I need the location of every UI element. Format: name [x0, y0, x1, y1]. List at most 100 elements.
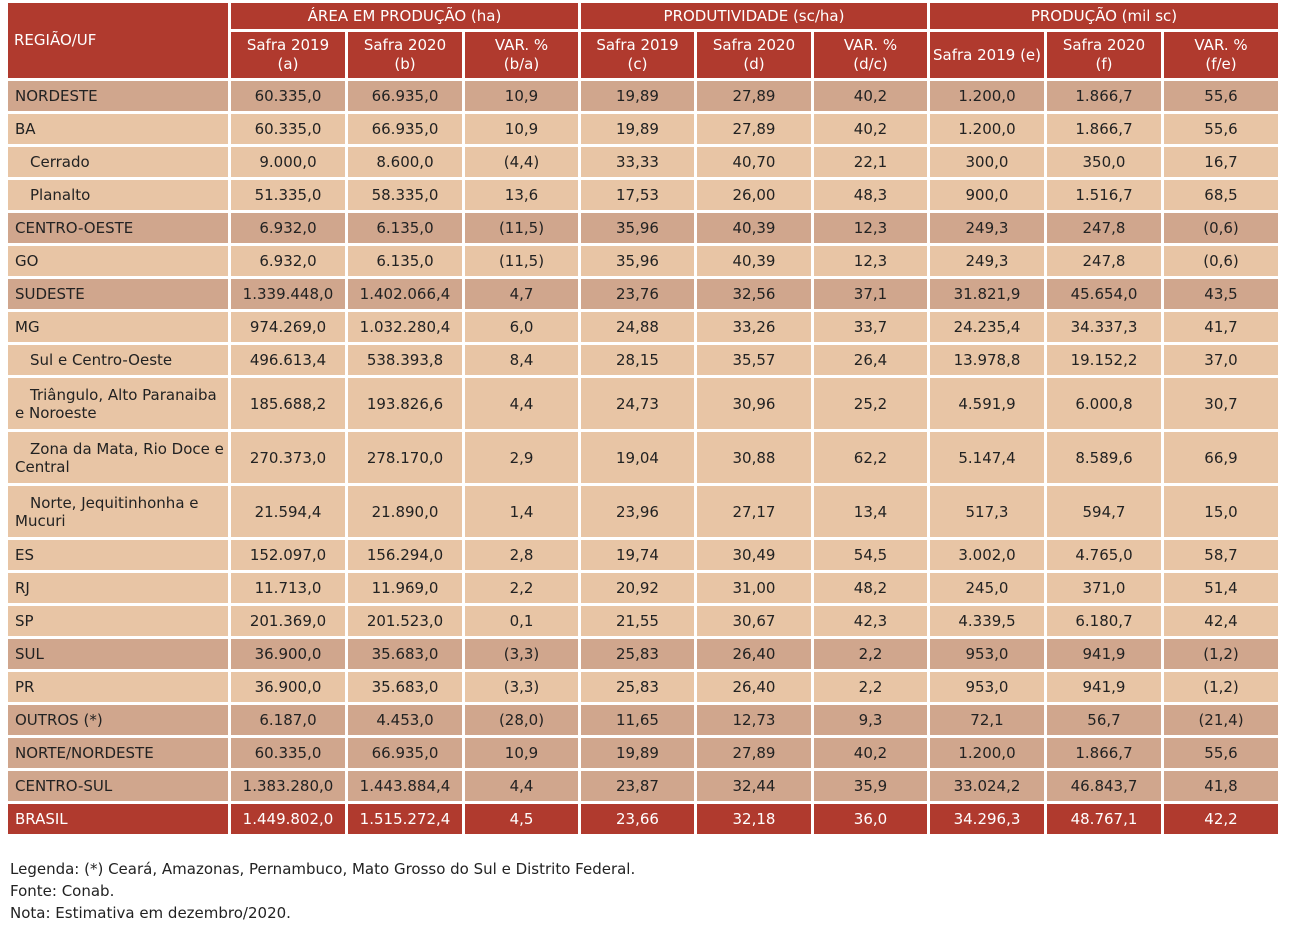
value-cell: 40,70	[697, 147, 811, 177]
sub-column-header: Safra 2019 (c)	[581, 32, 694, 78]
value-cell: 13,4	[814, 486, 927, 537]
value-cell: (4,4)	[465, 147, 578, 177]
value-cell: 30,96	[697, 378, 811, 429]
value-cell: 40,39	[697, 246, 811, 276]
header-sub-row: Safra 2019 (a) Safra 2020 (b) VAR. % (b/a) Saf…	[8, 32, 1278, 78]
sub-header-line-1: Safra 2019 (e)	[933, 45, 1041, 64]
value-cell: 15,0	[1164, 486, 1278, 537]
region-name-cell: Zona da Mata, Rio Doce e Central	[8, 432, 228, 483]
value-cell: 8.589,6	[1047, 432, 1161, 483]
sub-header-line-2: (b)	[394, 55, 416, 73]
value-cell: 45.654,0	[1047, 279, 1161, 309]
value-cell: 900,0	[930, 180, 1044, 210]
value-cell: 35.683,0	[348, 639, 462, 669]
region-name-cell: Norte, Jequitinhonha e Mucuri	[8, 486, 228, 537]
value-cell: 24,73	[581, 378, 694, 429]
table-body: NORDESTE 60.335,0 66.935,0 10,9 19,89 27,89 40…	[8, 81, 1278, 834]
table-notes: Legenda: (*) Ceará, Amazonas, Pernambuco…	[10, 858, 635, 924]
sub-header-line-2: (d/c)	[853, 55, 888, 73]
value-cell: 4.765,0	[1047, 540, 1161, 570]
value-cell: (3,3)	[465, 639, 578, 669]
region-name-cell: NORDESTE	[8, 81, 228, 111]
value-cell: 2,9	[465, 432, 578, 483]
value-cell: (0,6)	[1164, 213, 1278, 243]
value-cell: 66,9	[1164, 432, 1278, 483]
value-cell: 33,26	[697, 312, 811, 342]
value-cell: 1.866,7	[1047, 81, 1161, 111]
value-cell: 1.516,7	[1047, 180, 1161, 210]
value-cell: 16,7	[1164, 147, 1278, 177]
value-cell: 594,7	[1047, 486, 1161, 537]
table-row: SUL 36.900,0 35.683,0 (3,3) 25,83 26,40 2,2 953…	[8, 639, 1278, 669]
value-cell: 28,15	[581, 345, 694, 375]
value-cell: 21,55	[581, 606, 694, 636]
value-cell: 300,0	[930, 147, 1044, 177]
value-cell: 11,65	[581, 705, 694, 735]
value-cell: 23,96	[581, 486, 694, 537]
value-cell: 245,0	[930, 573, 1044, 603]
sub-column-header: VAR. % (f/e)	[1164, 32, 1278, 78]
region-column-header: REGIÃO/UF	[8, 3, 228, 78]
value-cell: 278.170,0	[348, 432, 462, 483]
value-cell: (11,5)	[465, 246, 578, 276]
value-cell: 24,88	[581, 312, 694, 342]
value-cell: 6.135,0	[348, 246, 462, 276]
sub-header-line-2: (b/a)	[503, 55, 540, 73]
value-cell: 26,4	[814, 345, 927, 375]
value-cell: 48,2	[814, 573, 927, 603]
value-cell: 35,9	[814, 771, 927, 801]
value-cell: 517,3	[930, 486, 1044, 537]
value-cell: 1.449.802,0	[231, 804, 345, 834]
value-cell: 4,5	[465, 804, 578, 834]
value-cell: 19,89	[581, 81, 694, 111]
value-cell: 11.713,0	[231, 573, 345, 603]
value-cell: 30,7	[1164, 378, 1278, 429]
value-cell: 371,0	[1047, 573, 1161, 603]
value-cell: 32,56	[697, 279, 811, 309]
value-cell: 152.097,0	[231, 540, 345, 570]
value-cell: 19,74	[581, 540, 694, 570]
sub-header-line-2: (a)	[277, 55, 299, 73]
region-name-cell: ES	[8, 540, 228, 570]
sub-column-header: Safra 2019 (a)	[231, 32, 345, 78]
value-cell: 6.135,0	[348, 213, 462, 243]
value-cell: 36,0	[814, 804, 927, 834]
table-row: NORDESTE 60.335,0 66.935,0 10,9 19,89 27,89 40…	[8, 81, 1278, 111]
area-group-header: ÁREA EM PRODUÇÃO (ha)	[231, 3, 578, 29]
productivity-group-header: PRODUTIVIDADE (sc/ha)	[581, 3, 927, 29]
value-cell: 40,2	[814, 738, 927, 768]
value-cell: 22,1	[814, 147, 927, 177]
value-cell: 1.032.280,4	[348, 312, 462, 342]
value-cell: 12,3	[814, 213, 927, 243]
region-name-cell: CENTRO-OESTE	[8, 213, 228, 243]
value-cell: 0,1	[465, 606, 578, 636]
value-cell: 54,5	[814, 540, 927, 570]
sub-header-line-2: (c)	[627, 55, 648, 73]
region-name-cell: Cerrado	[8, 147, 228, 177]
sub-header-line-1: Safra 2019	[246, 36, 330, 54]
value-cell: 42,2	[1164, 804, 1278, 834]
value-cell: 941,9	[1047, 672, 1161, 702]
value-cell: 8,4	[465, 345, 578, 375]
table-row: RJ 11.713,0 11.969,0 2,2 20,92 31,00 48,2 245,0…	[8, 573, 1278, 603]
value-cell: 66.935,0	[348, 81, 462, 111]
value-cell: 156.294,0	[348, 540, 462, 570]
region-name-cell: SUL	[8, 639, 228, 669]
sub-column-header: VAR. % (d/c)	[814, 32, 927, 78]
sub-column-header: Safra 2020 (b)	[348, 32, 462, 78]
value-cell: 32,18	[697, 804, 811, 834]
region-name-cell: SP	[8, 606, 228, 636]
sub-header-line-1: Safra 2020	[363, 36, 447, 54]
value-cell: 20,92	[581, 573, 694, 603]
table-row: GO 6.932,0 6.135,0 (11,5) 35,96 40,39 12,3 249,…	[8, 246, 1278, 276]
sub-header-line-1: VAR. %	[1194, 36, 1248, 54]
value-cell: 35,96	[581, 246, 694, 276]
value-cell: 60.335,0	[231, 81, 345, 111]
value-cell: 41,7	[1164, 312, 1278, 342]
sub-header-line-1: VAR. %	[494, 36, 549, 54]
value-cell: 66.935,0	[348, 114, 462, 144]
value-cell: 23,76	[581, 279, 694, 309]
value-cell: (21,4)	[1164, 705, 1278, 735]
value-cell: 32,44	[697, 771, 811, 801]
value-cell: 1,4	[465, 486, 578, 537]
